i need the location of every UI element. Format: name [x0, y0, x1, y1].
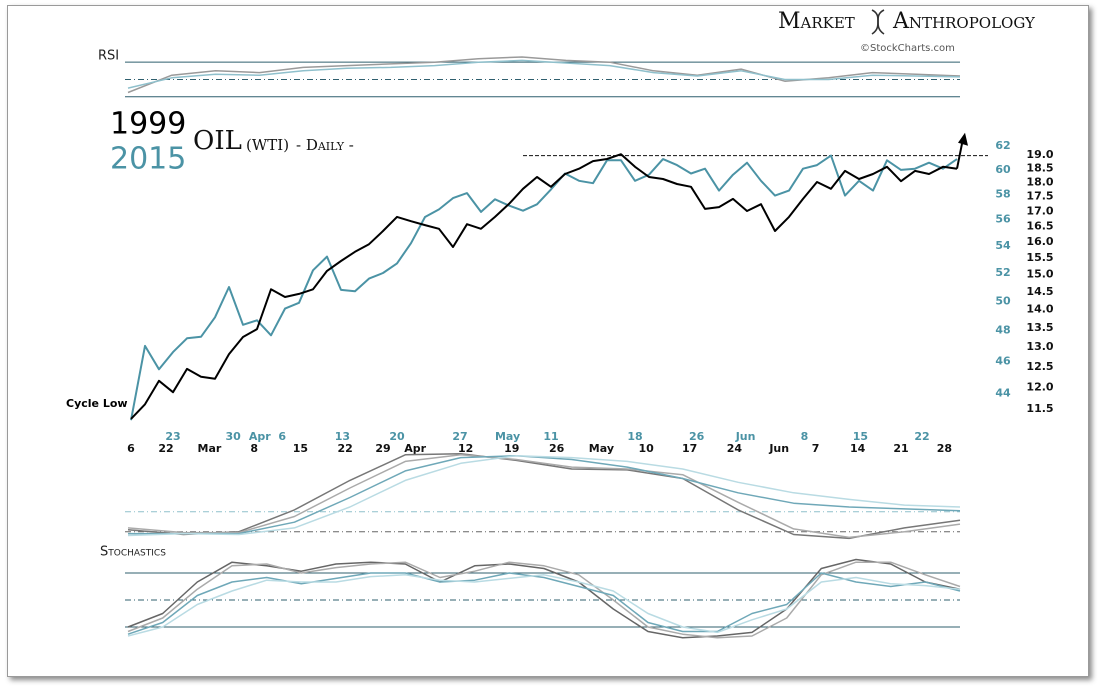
- frame: [7, 5, 1089, 677]
- y-tick-label: 60: [995, 163, 1011, 176]
- x-tick-label: Apr: [404, 442, 426, 455]
- x-tick-label: 15: [853, 430, 868, 443]
- x-tick-label: May: [589, 442, 614, 455]
- series-line: [127, 59, 961, 89]
- y2-tick-label: 15.0: [1026, 268, 1053, 281]
- y-tick-label: 46: [995, 354, 1011, 367]
- x-tick-label: 22: [338, 442, 353, 455]
- y2-tick-label: 17.5: [1026, 190, 1053, 203]
- series-line: [130, 153, 958, 420]
- series-line: [130, 154, 958, 421]
- x-tick-label: Mar: [198, 442, 222, 455]
- y2-tick-label: 14.0: [1026, 303, 1053, 316]
- x-tick-label: 19: [504, 442, 519, 455]
- y2-tick-label: 13.0: [1026, 340, 1053, 353]
- x-tick-label: 30: [226, 430, 242, 443]
- y2-tick-label: 14.5: [1026, 285, 1053, 298]
- series-line: [128, 454, 961, 535]
- x-tick-label: 26: [689, 430, 705, 443]
- x-tick-label: 22: [158, 442, 173, 455]
- x-tick-label: 22: [914, 430, 929, 443]
- series-line: [127, 454, 961, 539]
- series-line: [127, 574, 961, 637]
- chart-title: OIL: [193, 126, 242, 156]
- y2-tick-label: 17.0: [1026, 204, 1053, 217]
- x-tick-label: Jun: [735, 430, 756, 443]
- x-tick-label: 10: [639, 442, 655, 455]
- y-tick-label: 62: [995, 139, 1010, 152]
- brand-right: Anthropology: [892, 9, 1036, 34]
- x-tick-label: 27: [452, 430, 467, 443]
- series-name: 2015: [110, 142, 186, 177]
- y2-tick-label: 16.5: [1026, 219, 1053, 232]
- series-line: [127, 572, 961, 635]
- x-tick-label: Jun: [768, 442, 789, 455]
- y-tick-label: 50: [995, 294, 1011, 307]
- x-tick-label: 21: [893, 442, 908, 455]
- x-tick-label: 12: [458, 442, 473, 455]
- title-suffix: - Daily -: [296, 136, 354, 154]
- y-tick-label: 48: [995, 324, 1010, 337]
- series-line: [127, 561, 961, 639]
- x-tick-label: 6: [127, 442, 135, 455]
- y2-tick-label: 13.5: [1026, 321, 1053, 334]
- x-tick-label: Apr: [249, 430, 271, 443]
- y2-tick-label: 15.5: [1026, 251, 1053, 264]
- x-tick-label: 20: [389, 430, 405, 443]
- y2-tick-label: 18.0: [1026, 175, 1053, 188]
- series-line: [127, 453, 961, 540]
- y2-tick-label: 11.5: [1026, 402, 1053, 415]
- y2-tick-label: 16.0: [1026, 235, 1053, 248]
- arrow-head: [958, 132, 968, 146]
- annotation: Cycle Low: [66, 397, 128, 410]
- series-name: 1999: [110, 107, 186, 142]
- title-note: (WTI): [246, 136, 289, 154]
- x-tick-label: 15: [293, 442, 308, 455]
- helix: [871, 9, 885, 35]
- x-tick-label: 7: [812, 442, 820, 455]
- y2-tick-label: 12.0: [1026, 381, 1053, 394]
- x-tick-label: May: [495, 430, 520, 443]
- rsi-title: RSI: [98, 49, 119, 64]
- dna-icon: [871, 9, 885, 35]
- y-tick-label: 58: [995, 187, 1010, 200]
- x-tick-label: 29: [375, 442, 390, 455]
- y2-tick-label: 18.5: [1026, 161, 1053, 174]
- series-line: [127, 558, 961, 639]
- x-tick-label: 23: [165, 430, 180, 443]
- y2-tick-label: 19.0: [1026, 148, 1053, 161]
- x-tick-label: 14: [850, 442, 866, 455]
- x-tick-label: 6: [278, 430, 286, 443]
- x-tick-label: 17: [682, 442, 697, 455]
- y-tick-label: 54: [995, 239, 1011, 252]
- y2-tick-label: 12.5: [1026, 360, 1053, 373]
- x-tick-label: 11: [543, 430, 558, 443]
- credit: ©StockCharts.com: [860, 43, 955, 54]
- x-tick-label: 28: [937, 442, 952, 455]
- series-line: [127, 454, 961, 537]
- y-tick-label: 52: [995, 266, 1010, 279]
- y-tick-label: 56: [995, 213, 1011, 226]
- x-tick-label: 18: [627, 430, 642, 443]
- x-tick-label: 8: [250, 442, 258, 455]
- y-tick-label: 44: [995, 386, 1011, 399]
- x-tick-label: 24: [727, 442, 743, 455]
- series-line: [127, 56, 961, 94]
- brand-left: Market: [778, 9, 855, 34]
- x-tick-label: 8: [801, 430, 809, 443]
- x-tick-label: 26: [549, 442, 565, 455]
- stoch-title: Stochastics: [100, 545, 166, 560]
- x-tick-label: 13: [335, 430, 350, 443]
